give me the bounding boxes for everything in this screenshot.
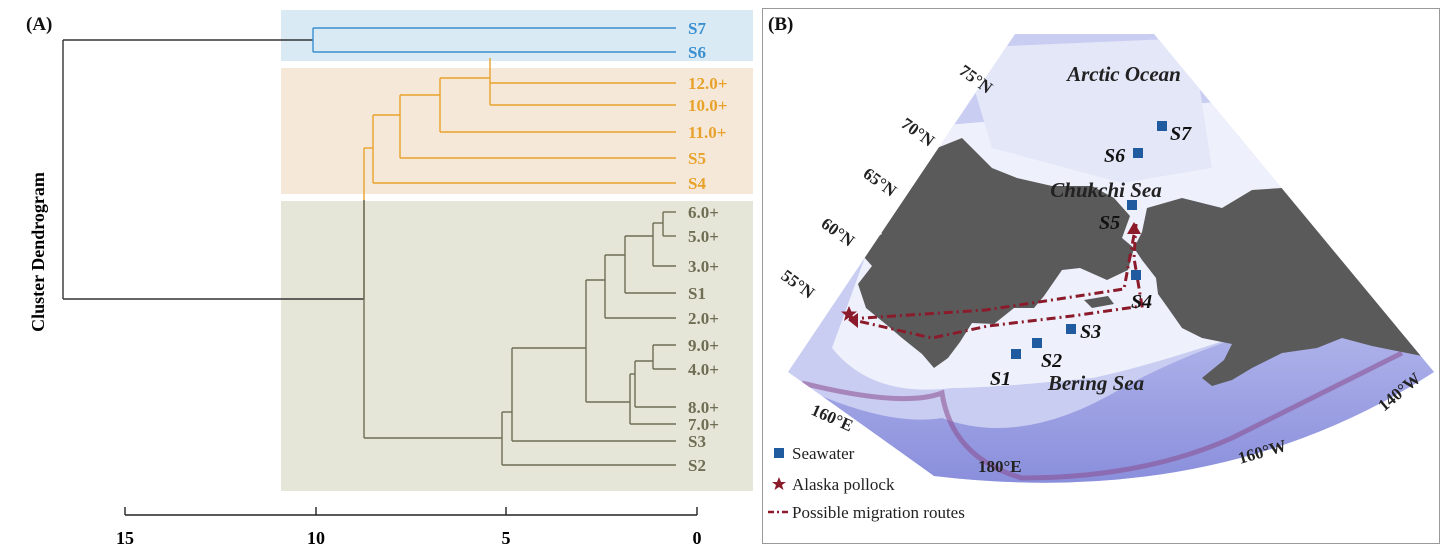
leaf-label-S5: S5 [688,149,706,168]
station-marker-S5 [1127,200,1137,210]
leaf-label-S3: S3 [688,432,706,451]
panel-b-label: (B) [768,14,794,35]
legend-seawater-icon [774,448,784,458]
alaska-pollock-marker [841,306,857,321]
legend-pollock: Alaska pollock [792,475,895,494]
land-alaska [1134,188,1432,386]
leaf-label-4-0-: 4.0+ [688,360,719,379]
station-marker-S1 [1011,349,1021,359]
cluster-band-olive [281,201,753,491]
map-frame [762,8,1440,544]
panel-a-label: (A) [26,14,53,35]
leaf-label-10-0-: 10.0+ [688,96,727,115]
x-axis [124,507,698,516]
leaf-label-S4: S4 [688,174,706,193]
station-marker-S4 [1131,270,1141,280]
station-marker-S3 [1066,324,1076,334]
label-arctic-ocean: Arctic Ocean [1065,62,1181,86]
x-tick-0: 0 [693,528,702,548]
leaf-label-S7: S7 [688,19,706,38]
cluster-band-blue [281,10,753,61]
label-bering-sea: Bering Sea [1047,371,1144,395]
leaf-label-5-0-: 5.0+ [688,227,719,246]
cluster-band-orange [281,68,753,194]
dendrogram: S7 S6 12.0+ 10.0+ 11.0+ S5 S4 6.0+ 5.0+ 3.0+ S1 2.0… [28,10,753,548]
leaf-label-8-0-: 8.0+ [688,398,719,417]
lon-180e: 180°E [978,457,1022,476]
leaf-label-6-0-: 6.0+ [688,203,719,222]
stations: S1 S2 S3 S4 S5 S6 S7 [990,121,1192,390]
route-arrow-head [1127,222,1141,234]
lat-70: 70°N [898,114,939,151]
legend-seawater: Seawater [792,444,855,463]
station-label-S4: S4 [1131,291,1152,313]
route-arrow-head-2 [848,313,858,328]
station-label-S6: S6 [1104,145,1125,167]
map: Arctic Ocean Chukchi Sea Bering Sea S1 S2… [768,34,1434,522]
station-marker-S2 [1032,338,1042,348]
leaf-label-11-0-: 11.0+ [688,123,727,142]
lat-55: 55°N [778,266,819,303]
station-label-S1: S1 [990,368,1011,390]
lat-65: 65°N [860,164,901,201]
station-label-S7: S7 [1170,123,1192,145]
station-label-S3: S3 [1080,321,1101,343]
olive-cluster-links [363,200,676,466]
station-label-S2: S2 [1041,350,1062,372]
leaf-label-3-0-: 3.0+ [688,257,719,276]
station-label-S5: S5 [1099,212,1120,234]
y-axis-label: Cluster Dendrogram [28,172,48,332]
legend-pollock-icon [772,477,786,490]
land-russia [856,138,1134,368]
orange-cluster-links [363,58,676,299]
root-links [62,39,364,300]
lat-60: 60°N [818,214,859,251]
legend-routes: Possible migration routes [792,503,965,522]
station-marker-S7 [1157,121,1167,131]
migration-route [848,223,1144,340]
label-chukchi-sea: Chukchi Sea [1050,178,1161,202]
blue-cluster-links [312,27,676,53]
x-tick-10: 10 [307,528,325,548]
leaf-label-S6: S6 [688,43,706,62]
leaf-label-S2: S2 [688,456,706,475]
station-marker-S6 [1133,148,1143,158]
leaf-label-7-0-: 7.0+ [688,415,719,434]
shelf-break [801,350,1404,481]
x-tick-5: 5 [502,528,511,548]
leaf-label-2-0-: 2.0+ [688,309,719,328]
leaf-label-S1: S1 [688,284,706,303]
leaf-labels: S7 S6 12.0+ 10.0+ 11.0+ S5 S4 6.0+ 5.0+ 3.0+ S1 2.0… [688,19,727,475]
land-island [1084,296,1114,308]
x-tick-15: 15 [116,528,134,548]
leaf-label-9-0-: 9.0+ [688,336,719,355]
arctic-shelf [962,38,1212,183]
leaf-label-12-0-: 12.0+ [688,74,727,93]
